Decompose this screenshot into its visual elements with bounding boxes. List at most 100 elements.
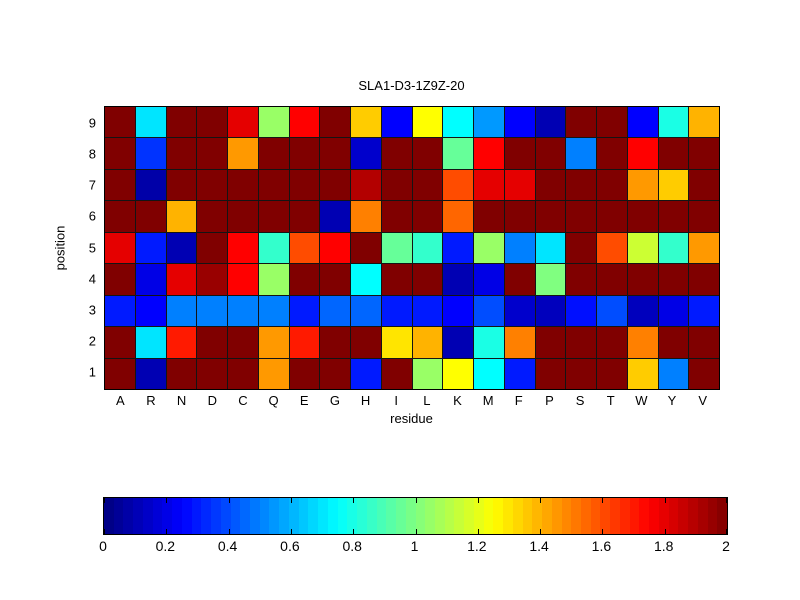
- x-tick-label: K: [453, 393, 462, 408]
- x-tick-label: F: [514, 393, 523, 408]
- x-tick-label: G: [329, 393, 340, 408]
- colorbar-segment: [434, 498, 445, 534]
- heatmap-cell: [258, 138, 289, 169]
- x-tick-label: H: [360, 393, 371, 408]
- colorbar-segment: [454, 498, 465, 534]
- heatmap-cell: [258, 201, 289, 232]
- heatmap-cell: [597, 169, 627, 201]
- x-tick-label: D: [207, 393, 217, 408]
- colorbar-segment: [259, 498, 270, 534]
- colorbar-segment: [240, 498, 251, 534]
- colorbar-segment: [191, 498, 202, 534]
- heatmap-cell: [658, 107, 689, 138]
- heatmap-cell: [597, 358, 627, 389]
- colorbar-tick-mark: [602, 498, 604, 503]
- heatmap-cell: [135, 358, 166, 389]
- x-tick-label: V: [698, 393, 707, 408]
- heatmap-cell: [412, 358, 443, 389]
- heatmap-cell: [320, 201, 350, 232]
- heatmap-cell: [381, 169, 412, 201]
- colorbar-segment: [405, 498, 416, 534]
- colorbar-tick-mark: [664, 529, 666, 534]
- colorbar-tick-mark: [415, 498, 417, 503]
- colorbar-segment: [629, 498, 640, 534]
- heatmap-cell: [597, 295, 627, 327]
- heatmap-cell: [197, 295, 227, 327]
- heatmap-cell: [566, 107, 596, 138]
- colorbar-segment: [123, 498, 134, 534]
- colorbar-segment: [532, 498, 543, 534]
- heatmap-cell: [381, 232, 412, 264]
- heatmap-cell: [658, 358, 689, 389]
- y-tick-label: 6: [88, 208, 96, 224]
- heatmap-cell: [658, 295, 689, 327]
- heatmap-cell: [135, 138, 166, 169]
- heatmap-cell: [658, 232, 689, 264]
- x-tick-label: N: [176, 393, 187, 408]
- colorbar-segment: [503, 498, 513, 534]
- colorbar-segment: [308, 498, 319, 534]
- heatmap-cell: [105, 327, 135, 358]
- chart-title: SLA1-D3-1Z9Z-20: [358, 78, 465, 93]
- heatmap-cell: [166, 327, 197, 358]
- colorbar-segment: [298, 498, 309, 534]
- x-tick-label: C: [238, 393, 248, 408]
- heatmap-cell: [627, 107, 658, 138]
- heatmap-cell: [289, 295, 320, 327]
- x-tick-label: R: [146, 393, 156, 408]
- heatmap-cell: [258, 358, 289, 389]
- colorbar-segment: [201, 498, 212, 534]
- heatmap-cell: [627, 201, 658, 232]
- x-tick-label: E: [299, 393, 309, 408]
- colorbar-tick-mark: [477, 529, 479, 534]
- colorbar-segment: [590, 498, 601, 534]
- colorbar-tick-label: 1.2: [467, 538, 487, 554]
- heatmap-cell: [689, 264, 719, 295]
- y-axis-label: position: [52, 225, 68, 271]
- heatmap-cell: [597, 201, 627, 232]
- heatmap-cell: [504, 138, 535, 169]
- heatmap-cell: [412, 138, 443, 169]
- colorbar-tick-mark: [664, 498, 666, 503]
- colorbar-segment: [425, 498, 435, 534]
- y-tick-label: 1: [88, 364, 96, 380]
- heatmap-cell: [443, 327, 473, 358]
- heatmap-grid: [105, 107, 719, 389]
- colorbar-tick-mark: [290, 498, 292, 503]
- x-tick-label: M: [482, 393, 494, 408]
- heatmap-cell: [289, 264, 320, 295]
- heatmap-cell: [135, 295, 166, 327]
- heatmap-cell: [135, 327, 166, 358]
- heatmap-cell: [474, 107, 504, 138]
- heatmap-cell: [197, 264, 227, 295]
- colorbar-segment: [347, 498, 358, 534]
- colorbar-segment: [250, 498, 260, 534]
- x-axis-label: residue: [390, 411, 433, 426]
- heatmap-cell: [320, 295, 350, 327]
- x-tick-label: W: [635, 393, 648, 408]
- colorbar-segment: [493, 498, 504, 534]
- x-tick-label: I: [394, 393, 398, 408]
- heatmap-cell: [166, 201, 197, 232]
- colorbar-segment: [162, 498, 173, 534]
- heatmap-cell: [135, 107, 166, 138]
- heatmap-cell: [228, 169, 258, 201]
- colorbar-tick-mark: [290, 529, 292, 534]
- heatmap-cell: [228, 138, 258, 169]
- heatmap-cell: [320, 358, 350, 389]
- heatmap-cell: [597, 107, 627, 138]
- heatmap-cell: [443, 232, 473, 264]
- colorbar-tick-mark: [353, 529, 355, 534]
- colorbar-segment: [668, 498, 679, 534]
- heatmap-cell: [535, 232, 566, 264]
- heatmap-cell: [228, 327, 258, 358]
- colorbar-segment: [396, 498, 406, 534]
- heatmap-cell: [412, 232, 443, 264]
- heatmap-cell: [504, 232, 535, 264]
- heatmap-cell: [443, 138, 473, 169]
- heatmap-cell: [535, 264, 566, 295]
- y-tick-label: 2: [88, 333, 96, 349]
- heatmap-cell: [105, 169, 135, 201]
- colorbar-tick-mark: [726, 529, 727, 534]
